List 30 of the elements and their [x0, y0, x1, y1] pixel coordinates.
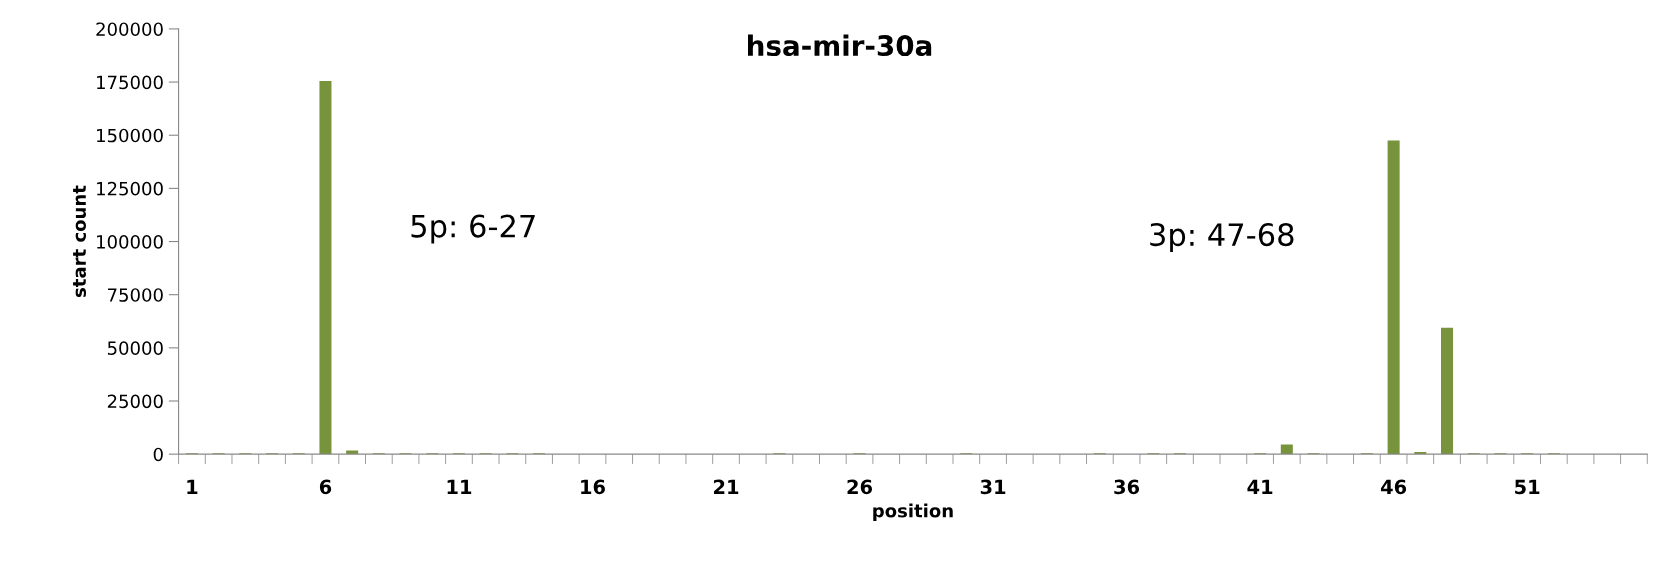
bar [319, 81, 332, 455]
bar [1280, 444, 1293, 455]
x-tick-label: 21 [714, 479, 739, 494]
x-tick-label: 11 [447, 479, 472, 494]
y-tick-label: 200000 [96, 22, 163, 37]
x-tick-label: 16 [581, 479, 605, 495]
y-tick-label: 150000 [97, 128, 163, 143]
x-tick-label: 46 [1380, 479, 1407, 495]
y-tick-label: 25000 [107, 394, 163, 409]
bar [1441, 327, 1454, 455]
y-tick-label: 75000 [108, 288, 163, 302]
bar [1387, 140, 1400, 455]
bar [1414, 452, 1427, 455]
y-tick-label: 125000 [97, 181, 163, 196]
y-axis-title: start count [73, 185, 87, 298]
x-tick-label: 41 [1247, 479, 1273, 494]
x-axis-title: position [873, 503, 953, 522]
x-tick-label: 26 [847, 479, 873, 495]
x-tick-label: 6 [319, 479, 332, 495]
chart-title: hsa-mir-30a [748, 34, 932, 57]
annotation: 3p: 47-68 [1150, 223, 1294, 253]
y-tick-label: 100000 [97, 235, 163, 249]
annotation: 5p: 6-27 [411, 214, 535, 244]
x-tick-label: 1 [187, 479, 198, 494]
x-tick-label: 31 [980, 479, 1006, 495]
x-tick-label: 36 [1114, 479, 1140, 495]
y-tick-label: 0 [153, 447, 163, 462]
x-tick-label: 51 [1515, 479, 1540, 495]
y-tick-label: 50000 [107, 341, 163, 355]
y-tick-label: 175000 [97, 75, 163, 90]
